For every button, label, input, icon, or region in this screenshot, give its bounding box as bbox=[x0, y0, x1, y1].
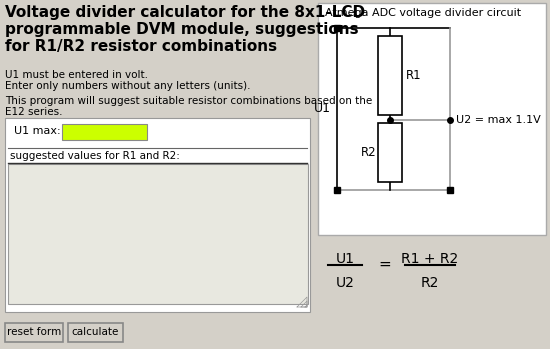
Bar bbox=[378, 123, 402, 182]
Text: calculate: calculate bbox=[72, 327, 119, 337]
Text: for R1/R2 resistor combinations: for R1/R2 resistor combinations bbox=[5, 39, 277, 54]
Text: programmable DVM module, suggestions: programmable DVM module, suggestions bbox=[5, 22, 359, 37]
Bar bbox=[5, 118, 310, 312]
Bar bbox=[8, 164, 308, 304]
Text: This program will suggest suitable resistor combinations based on the: This program will suggest suitable resis… bbox=[5, 96, 372, 106]
Text: E12 series.: E12 series. bbox=[5, 107, 63, 117]
Text: U1 must be entered in volt.: U1 must be entered in volt. bbox=[5, 70, 148, 80]
Text: R2: R2 bbox=[360, 146, 376, 159]
Text: U1: U1 bbox=[314, 103, 331, 116]
Text: U1: U1 bbox=[336, 252, 355, 266]
Text: Voltage divider calculator for the 8x1-LCD: Voltage divider calculator for the 8x1-L… bbox=[5, 5, 365, 20]
Text: Atmega ADC voltage divider circuit: Atmega ADC voltage divider circuit bbox=[325, 8, 521, 18]
Text: U2: U2 bbox=[336, 276, 354, 290]
Text: reset form: reset form bbox=[7, 327, 61, 337]
Text: suggested values for R1 and R2:: suggested values for R1 and R2: bbox=[10, 151, 180, 161]
Text: R2: R2 bbox=[421, 276, 439, 290]
Text: U1 max:: U1 max: bbox=[14, 126, 60, 136]
Text: Enter only numbers without any letters (units).: Enter only numbers without any letters (… bbox=[5, 81, 250, 91]
Bar bbox=[5, 323, 63, 342]
Bar bbox=[68, 323, 123, 342]
Text: R1 + R2: R1 + R2 bbox=[402, 252, 459, 266]
Text: =: = bbox=[378, 257, 392, 272]
Text: R1: R1 bbox=[406, 69, 422, 82]
Bar bbox=[62, 124, 147, 140]
Text: U2 = max 1.1V: U2 = max 1.1V bbox=[456, 115, 541, 125]
Bar bbox=[378, 36, 402, 115]
Bar bbox=[318, 3, 546, 235]
